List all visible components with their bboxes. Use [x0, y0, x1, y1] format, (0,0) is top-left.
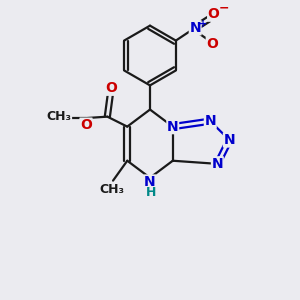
- Text: H: H: [146, 185, 157, 199]
- Text: N: N: [189, 21, 201, 35]
- Text: O: O: [208, 7, 220, 21]
- Text: N: N: [144, 175, 156, 189]
- Text: N: N: [167, 120, 178, 134]
- Text: O: O: [206, 37, 218, 51]
- Text: O: O: [106, 81, 118, 95]
- Text: N: N: [224, 133, 235, 147]
- Text: O: O: [80, 118, 92, 132]
- Text: N: N: [212, 157, 223, 171]
- Text: N: N: [204, 114, 216, 128]
- Text: CH₃: CH₃: [99, 183, 124, 196]
- Text: CH₃: CH₃: [46, 110, 71, 123]
- Text: +: +: [200, 19, 208, 29]
- Text: −: −: [219, 2, 230, 15]
